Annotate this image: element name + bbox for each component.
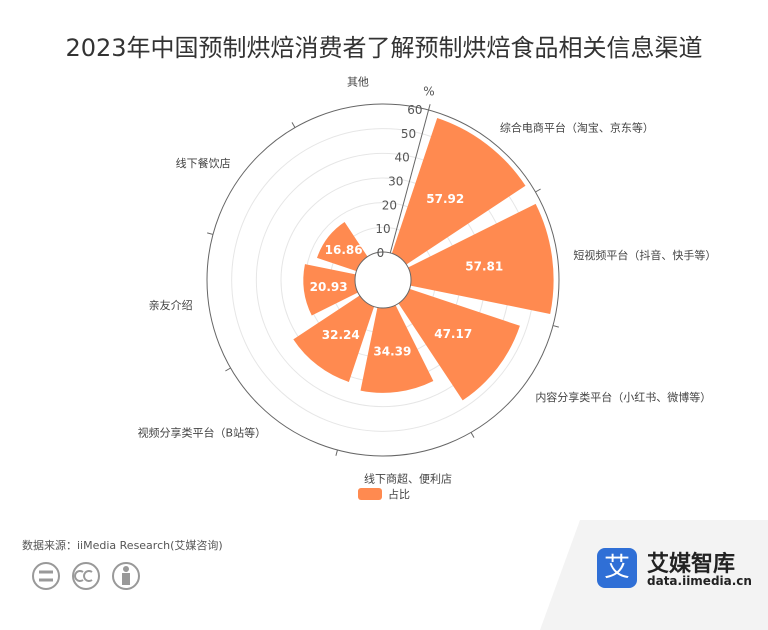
- brand-url: data.iimedia.cn: [647, 574, 752, 588]
- legend-label: 占比: [388, 487, 410, 501]
- value-label-4: 32.24: [322, 328, 360, 342]
- radial-axis-line: [389, 109, 430, 254]
- category-label-0: 综合电商平台（淘宝、京东等）: [500, 121, 654, 135]
- angle-tick: [470, 432, 475, 438]
- brand-logo: 艾: [597, 548, 637, 588]
- cc-icon: [72, 562, 100, 590]
- radial-tick-label: 30: [388, 174, 403, 188]
- license-icons: [30, 560, 150, 600]
- bar-6: [317, 221, 368, 272]
- value-label-0: 57.92: [426, 192, 464, 206]
- data-source: 数据来源：iiMedia Research(艾媒咨询): [22, 539, 223, 552]
- person-icon: [112, 562, 140, 590]
- radial-tick-label: 0: [377, 246, 385, 260]
- equals-icon: [32, 562, 60, 590]
- bar-1: [408, 203, 554, 315]
- grid-circle: [206, 103, 560, 457]
- category-label-4: 视频分享类平台（B站等）: [138, 425, 267, 439]
- radial-tick-label: 20: [382, 198, 397, 212]
- value-label-6: 16.86: [325, 243, 363, 257]
- angle-tick: [552, 325, 559, 328]
- angle-tick: [535, 188, 541, 193]
- angle-tick: [207, 232, 214, 235]
- radial-tick-label: 60: [407, 103, 422, 117]
- value-label-5: 20.93: [310, 280, 348, 294]
- angle-tick: [225, 367, 231, 372]
- radial-tick-label: 10: [375, 222, 390, 236]
- bar-5: [303, 264, 358, 316]
- bar-3: [360, 305, 434, 393]
- bar-4: [293, 295, 375, 382]
- center-hole: [354, 251, 412, 309]
- legend-swatch: [358, 488, 382, 500]
- category-label-7: 其他: [347, 76, 369, 89]
- category-label-5: 亲友介绍: [149, 298, 193, 312]
- value-label-7: 0.11: [364, 239, 394, 253]
- value-label-2: 47.17: [434, 327, 472, 341]
- brand-name: 艾媒智库: [647, 552, 736, 577]
- angle-tick: [428, 104, 431, 111]
- value-label-1: 57.81: [465, 260, 503, 274]
- category-label-6: 线下餐饮店: [176, 156, 231, 170]
- radial-tick-label: 40: [395, 151, 410, 165]
- category-label-2: 内容分享类平台（小红书、微博等）: [535, 390, 711, 404]
- category-label-1: 短视频平台（抖音、快手等）: [573, 248, 716, 262]
- radial-unit-label: %: [423, 85, 434, 99]
- value-label-3: 34.39: [373, 344, 411, 358]
- chart-title: 2023年中国预制烘焙消费者了解预制烘焙食品相关信息渠道: [65, 34, 703, 62]
- bar-0: [391, 117, 526, 265]
- radial-tick-label: 50: [401, 127, 416, 141]
- category-label-3: 线下商超、便利店: [364, 471, 452, 485]
- bar-2: [398, 288, 520, 401]
- angle-tick: [335, 449, 338, 456]
- polar-bar-chart: 57.92 57.81 47.17 34.39 32.24 20.93 16.86 0.110…: [138, 76, 717, 501]
- angle-tick: [291, 122, 296, 128]
